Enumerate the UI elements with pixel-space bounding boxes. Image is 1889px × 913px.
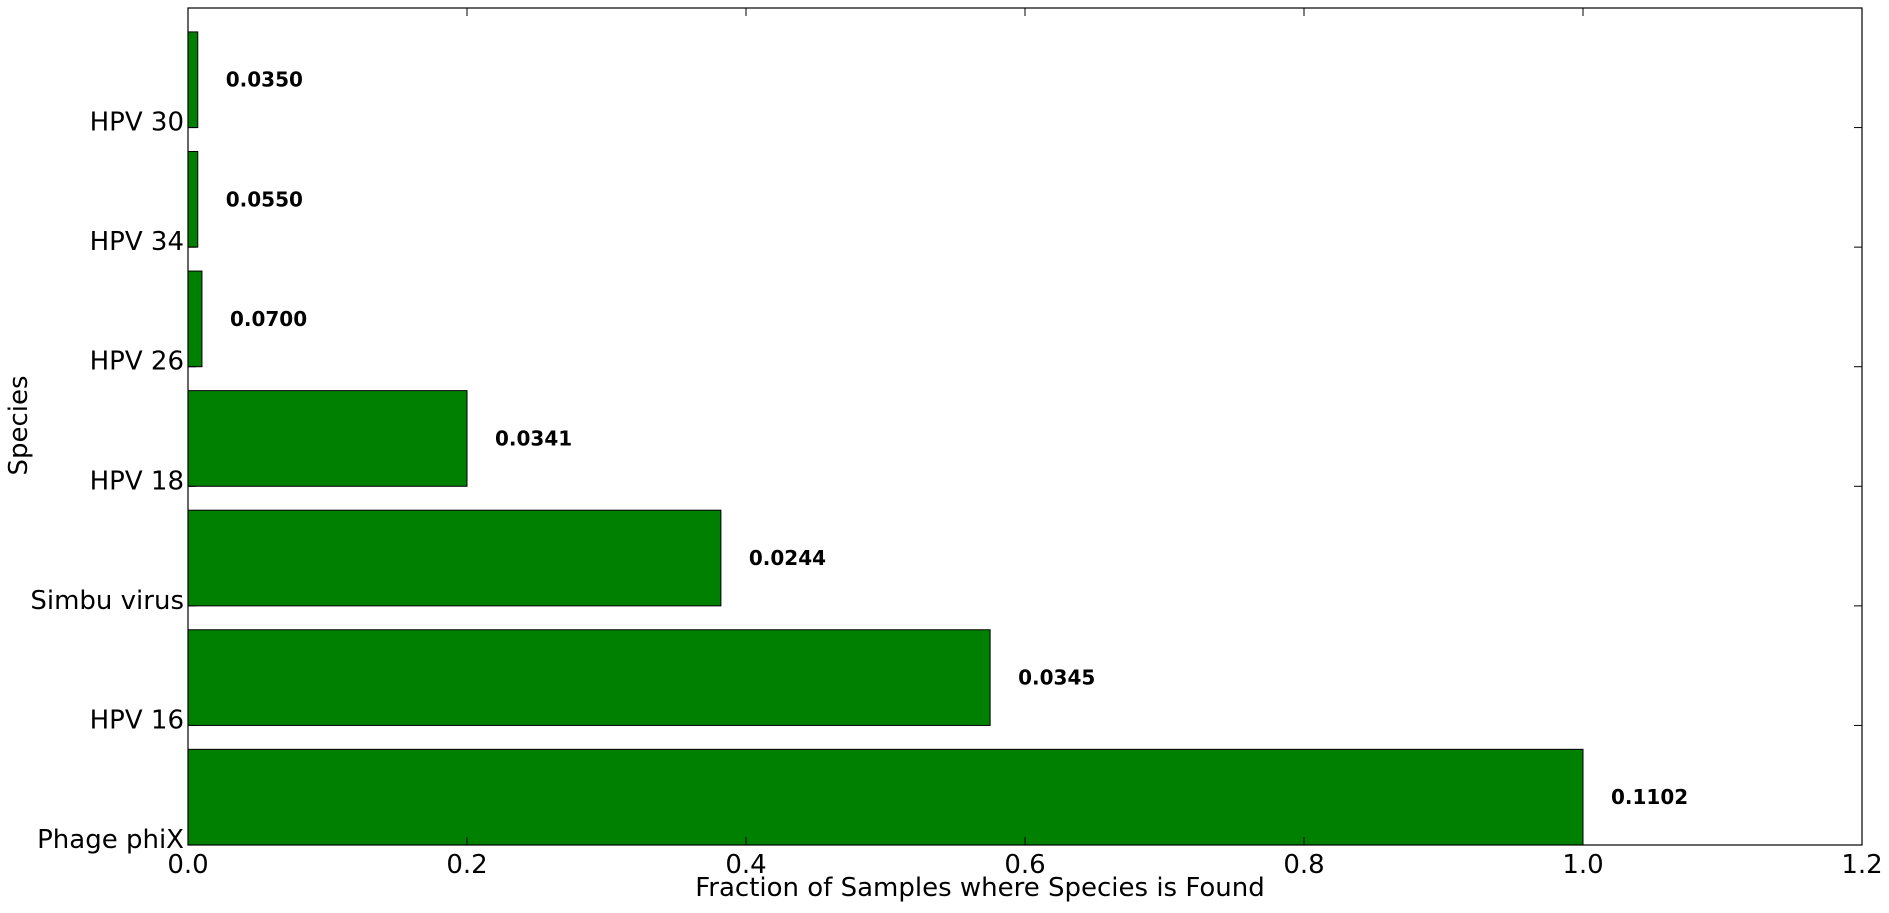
x-tick-label: 1.2: [1841, 850, 1882, 880]
bar-value-label: 0.0700: [230, 307, 307, 331]
x-tick-label: 0.2: [446, 850, 487, 880]
bars-layer: [187, 31, 1584, 846]
bar: [187, 270, 203, 368]
y-tick-label: HPV 34: [90, 227, 184, 257]
bar-value-label: 0.0350: [226, 68, 303, 92]
x-axis-title: Fraction of Samples where Species is Fou…: [695, 873, 1265, 903]
y-tick-label: HPV 18: [90, 466, 184, 496]
bar: [187, 629, 991, 726]
y-axis-title: Species: [4, 375, 34, 475]
bar-value-label: 0.0345: [1018, 666, 1095, 690]
bar: [187, 150, 199, 248]
y-tick-label: HPV 16: [90, 705, 184, 735]
x-tick-label: 0.6: [1004, 850, 1045, 880]
y-tick-label: Simbu virus: [30, 586, 184, 616]
y-tick-label: HPV 26: [90, 347, 184, 377]
bar: [187, 390, 468, 487]
x-tick-label: 0.4: [725, 850, 766, 880]
bar: [187, 748, 1584, 846]
labels-layer: 0.1102 Phage phiX 0.0345 HPV 16 0.0244 Simbu …: [30, 68, 1882, 880]
x-tick-label: 1.0: [1562, 850, 1603, 880]
y-tick-label: HPV 30: [90, 108, 184, 138]
bar-value-label: 0.1102: [1611, 785, 1688, 809]
bar-value-label: 0.0550: [226, 187, 303, 211]
plot-frame: [187, 7, 1863, 846]
x-tick-label: 0.0: [167, 850, 208, 880]
bar: [187, 509, 722, 607]
x-tick-label: 0.8: [1283, 850, 1324, 880]
bar-value-label: 0.0341: [495, 426, 572, 450]
ticks-layer: [187, 8, 1863, 846]
bar: [187, 31, 199, 129]
bar-value-label: 0.0244: [749, 546, 826, 570]
y-tick-label: Phage phiX: [37, 825, 184, 855]
